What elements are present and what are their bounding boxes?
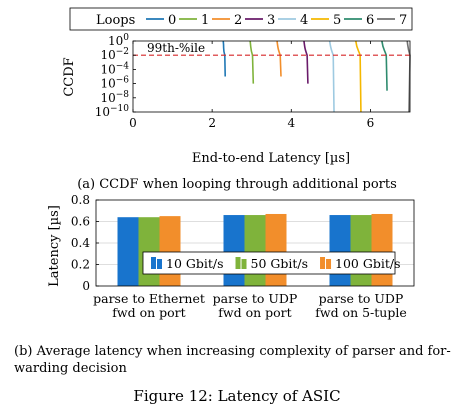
x-tick-label: 4	[287, 116, 295, 130]
legend-swatch	[157, 259, 162, 269]
x-tick-label: 6	[367, 116, 375, 130]
legend-label-6: 6	[366, 13, 374, 28]
ccdf-plot-frame	[132, 40, 411, 113]
bar-10-gbit-s	[329, 215, 351, 286]
bar-100-gbit-s	[159, 216, 181, 286]
ccdf-series-5	[354, 40, 362, 113]
category-label-line1: parse to UDP	[319, 291, 404, 306]
y-tick-label: 0.2	[71, 258, 90, 272]
legend-label-0: 0	[168, 13, 176, 28]
bar-50-gbit-s	[244, 215, 266, 286]
legend-label-3: 3	[267, 13, 275, 28]
y-tick-label: 0	[82, 279, 90, 293]
ccdf-series-2	[276, 40, 282, 77]
subcaption-b-line2: warding decision	[14, 361, 128, 376]
legend-label-2: 2	[234, 13, 242, 28]
ccdf-x-axis-label: End-to-end Latency [µs]	[192, 151, 350, 166]
percentile-threshold-label: 99th-%ile	[147, 41, 205, 55]
legend-swatch	[320, 257, 326, 269]
y-tick-label: 100	[108, 33, 129, 48]
ccdf-series-7	[406, 40, 411, 113]
legend-frame	[69, 7, 413, 31]
bar-10-gbit-s	[117, 217, 139, 286]
bar-10-gbit-s	[223, 215, 245, 286]
legend-label-7: 7	[399, 13, 407, 28]
bar-100-gbit-s	[265, 213, 287, 286]
legend-swatch	[151, 257, 156, 269]
bar-100-gbit-s	[371, 213, 393, 286]
x-tick-label: 2	[208, 116, 216, 130]
legend-label: 100 Gbit/s	[335, 256, 400, 271]
bar-50-gbit-s	[350, 215, 372, 286]
legend-title: Loops	[96, 13, 135, 28]
bar-legend: 10 Gbit/s 50 Gbit/s 100 Gbit/s	[142, 251, 401, 275]
legend-label: 10 Gbit/s	[166, 256, 224, 271]
y-tick-label: 10−8	[100, 90, 129, 105]
legend-label-4: 4	[300, 13, 308, 28]
bar-series-group	[117, 213, 393, 286]
bar-y-axis-label: Latency [µs]	[47, 205, 62, 287]
ccdf-legend: Loops 0 1 2 3 4 5 6 7	[69, 7, 413, 31]
category-label-line1: parse to Ethernet	[93, 291, 205, 306]
bar-legend-frame	[142, 251, 396, 275]
subcaption-a: (a) CCDF when looping through additional…	[77, 177, 397, 192]
y-tick-label: 10−10	[95, 104, 130, 119]
ccdf-series-0	[222, 40, 227, 77]
y-tick-label: 0.6	[71, 215, 90, 229]
ccdf-series-group	[222, 40, 411, 113]
category-label-line1: parse to UDP	[213, 291, 298, 306]
y-tick-label: 0.8	[71, 193, 90, 207]
category-label-line2: fwd on port	[218, 305, 291, 320]
y-tick-label: 10−4	[100, 61, 129, 76]
legend-swatch	[326, 259, 332, 269]
ccdf-series-3	[303, 40, 309, 84]
category-label-line2: fwd on port	[112, 305, 185, 320]
legend-label-1: 1	[201, 13, 209, 28]
category-label-line2: fwd on 5-tuple	[315, 305, 407, 320]
legend-swatch	[235, 257, 241, 269]
ccdf-series-1	[249, 40, 255, 84]
legend-swatch	[241, 259, 247, 269]
legend-label: 50 Gbit/s	[251, 256, 309, 271]
ccdf-x-ticks: 0 2 4 6	[129, 41, 374, 130]
subcaption-b-line1: (b) Average latency when increasing comp…	[14, 344, 451, 359]
figure-caption: Figure 12: Latency of ASIC	[133, 387, 340, 405]
ccdf-series-6	[381, 40, 388, 91]
y-tick-label: 10−2	[100, 47, 129, 62]
ccdf-series-4	[328, 40, 335, 113]
y-tick-label: 0.4	[71, 236, 90, 250]
ccdf-y-axis-label: CCDF	[62, 57, 77, 96]
legend-label-5: 5	[333, 13, 341, 28]
x-tick-label: 0	[129, 116, 137, 130]
bar-y-ticks: 0 0.2 0.4 0.6 0.8	[71, 193, 99, 293]
y-tick-label: 10−6	[100, 76, 129, 91]
